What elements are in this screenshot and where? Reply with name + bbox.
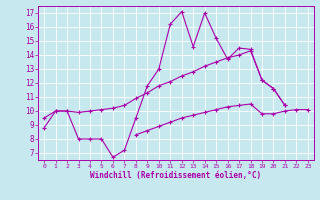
X-axis label: Windchill (Refroidissement éolien,°C): Windchill (Refroidissement éolien,°C) — [91, 171, 261, 180]
